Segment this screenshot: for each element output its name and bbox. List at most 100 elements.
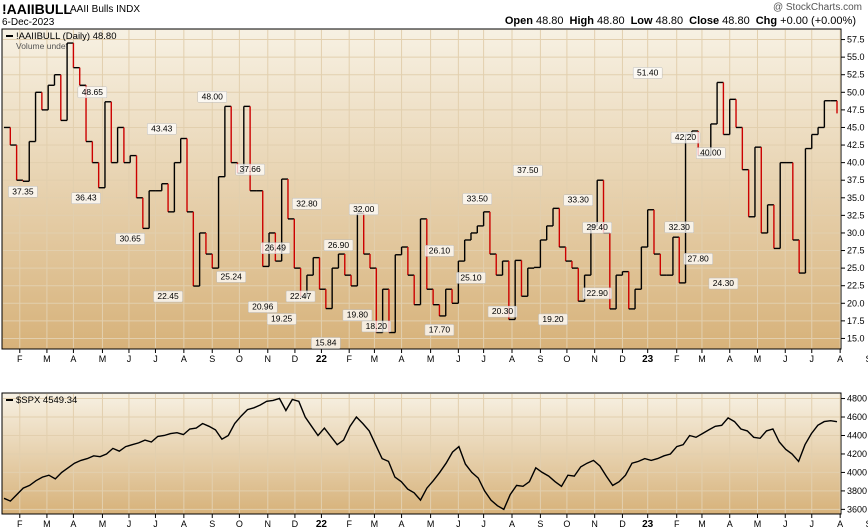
x-tick-label: O xyxy=(563,354,570,364)
x-tick-label: J xyxy=(127,519,132,529)
x-tick-label: D xyxy=(619,519,626,529)
x-tick-label: M xyxy=(427,354,435,364)
x-tick-label: J xyxy=(783,354,788,364)
ohlc-close-value: 48.80 xyxy=(722,15,750,27)
value-annotation: 17.70 xyxy=(429,324,451,334)
annotation-box xyxy=(462,193,493,205)
x-tick-label: S xyxy=(537,519,543,529)
ohlc-chg-label: Chg xyxy=(755,15,781,27)
y-tick-label: 27.5 xyxy=(847,246,865,256)
annotation-box xyxy=(71,192,101,204)
y-tick-label: 55.0 xyxy=(847,52,865,62)
annotation-box xyxy=(708,277,739,290)
annotation-box xyxy=(235,163,265,176)
y-tick-label: 4000 xyxy=(847,467,867,477)
annotation-box xyxy=(247,301,278,313)
value-annotation: 25.10 xyxy=(460,272,482,282)
y-tick-label: 4200 xyxy=(847,449,867,459)
legend-label-volume: Volume undef xyxy=(16,41,69,51)
legend-label: !AAIIBULL (Daily) 48.80 xyxy=(16,31,117,42)
x-tick-label: F xyxy=(346,519,352,529)
y-tick-label: 4600 xyxy=(847,412,867,422)
x-tick-label: S xyxy=(209,354,215,364)
annotation-box xyxy=(563,194,594,206)
annotation-box xyxy=(323,239,354,252)
annotation-box xyxy=(115,233,145,245)
x-tick-label: M xyxy=(43,354,51,364)
y-tick-label: 32.5 xyxy=(847,210,865,220)
annotation-box xyxy=(266,313,297,325)
x-tick-label: 22 xyxy=(316,354,328,365)
y-tick-label: 3600 xyxy=(847,504,867,514)
x-tick-label: N xyxy=(265,519,272,529)
annotation-box xyxy=(292,198,322,210)
ohlc-high-value: 48.80 xyxy=(597,15,625,27)
x-tick-label: D xyxy=(292,519,299,529)
value-annotation: 33.30 xyxy=(568,195,590,205)
x-tick-label: A xyxy=(837,519,843,529)
x-tick-label: J xyxy=(810,354,815,364)
legend-label: $SPX 4549.34 xyxy=(16,395,77,406)
y-tick-label: 50.0 xyxy=(847,87,865,97)
credit-label: @ StockCharts.com xyxy=(772,2,862,13)
x-tick-label: F xyxy=(346,354,352,364)
y-tick-label: 15.0 xyxy=(847,333,865,343)
x-tick-label: A xyxy=(399,354,405,364)
value-annotation: 15.84 xyxy=(315,338,337,348)
y-tick-label: 52.5 xyxy=(847,70,865,80)
y-tick-label: 47.5 xyxy=(847,105,865,115)
x-tick-label: S xyxy=(866,354,868,364)
symbol-description: AAII Bulls INDX xyxy=(70,4,141,15)
x-tick-label: 23 xyxy=(642,354,654,365)
x-tick-label: F xyxy=(674,354,680,364)
value-annotation: 22.45 xyxy=(157,291,179,301)
annotation-box xyxy=(696,147,726,159)
x-tick-label: A xyxy=(181,519,187,529)
x-tick-label: M xyxy=(371,519,379,529)
value-annotation: 48.00 xyxy=(202,91,224,101)
ohlc-open-label: Open xyxy=(504,15,536,27)
annotation-box xyxy=(77,86,108,99)
x-tick-label: S xyxy=(866,519,868,529)
y-tick-label: 37.5 xyxy=(847,175,865,185)
annotation-box xyxy=(197,91,227,103)
annotation-box xyxy=(538,313,568,326)
annotation-box xyxy=(342,309,373,321)
x-tick-label: M xyxy=(427,519,435,529)
value-annotation: 27.80 xyxy=(688,253,710,263)
annotation-box xyxy=(632,67,663,79)
x-tick-label: 23 xyxy=(642,519,654,530)
x-tick-label: F xyxy=(17,519,23,529)
x-tick-label: N xyxy=(265,354,272,364)
ohlc-chg-value: +0.00 (+0.00%) xyxy=(780,15,856,27)
annotation-box xyxy=(582,287,612,300)
annotation-box xyxy=(216,271,246,283)
value-annotation: 26.90 xyxy=(328,240,350,250)
x-tick-label: M xyxy=(698,354,706,364)
value-annotation: 32.80 xyxy=(296,198,318,208)
annotation-box xyxy=(8,186,38,198)
x-tick-label: F xyxy=(17,354,23,364)
x-tick-label: A xyxy=(181,354,187,364)
x-tick-label: M xyxy=(754,519,762,529)
x-tick-label: J xyxy=(783,519,788,529)
annotation-box xyxy=(513,164,543,177)
value-annotation: 26.10 xyxy=(429,245,451,255)
value-annotation: 33.50 xyxy=(467,193,489,203)
annotation-box xyxy=(311,337,341,349)
x-tick-label: J xyxy=(127,354,132,364)
x-tick-label: M xyxy=(43,519,51,529)
ohlc-low-value: 48.80 xyxy=(655,15,684,27)
ohlc-readout: Open 48.80 High 48.80 Low 48.80 Close 48.80… xyxy=(505,15,862,27)
x-tick-label: O xyxy=(236,519,243,529)
x-tick-label: A xyxy=(837,354,843,364)
x-tick-label: O xyxy=(236,354,243,364)
y-tick-label: 22.5 xyxy=(847,281,865,291)
y-tick-label: 35.0 xyxy=(847,193,865,203)
value-annotation: 18.20 xyxy=(366,321,388,331)
annotation-box xyxy=(487,305,518,318)
annotation-box xyxy=(424,324,455,336)
x-tick-label: S xyxy=(537,354,543,364)
annotation-box xyxy=(683,253,713,265)
